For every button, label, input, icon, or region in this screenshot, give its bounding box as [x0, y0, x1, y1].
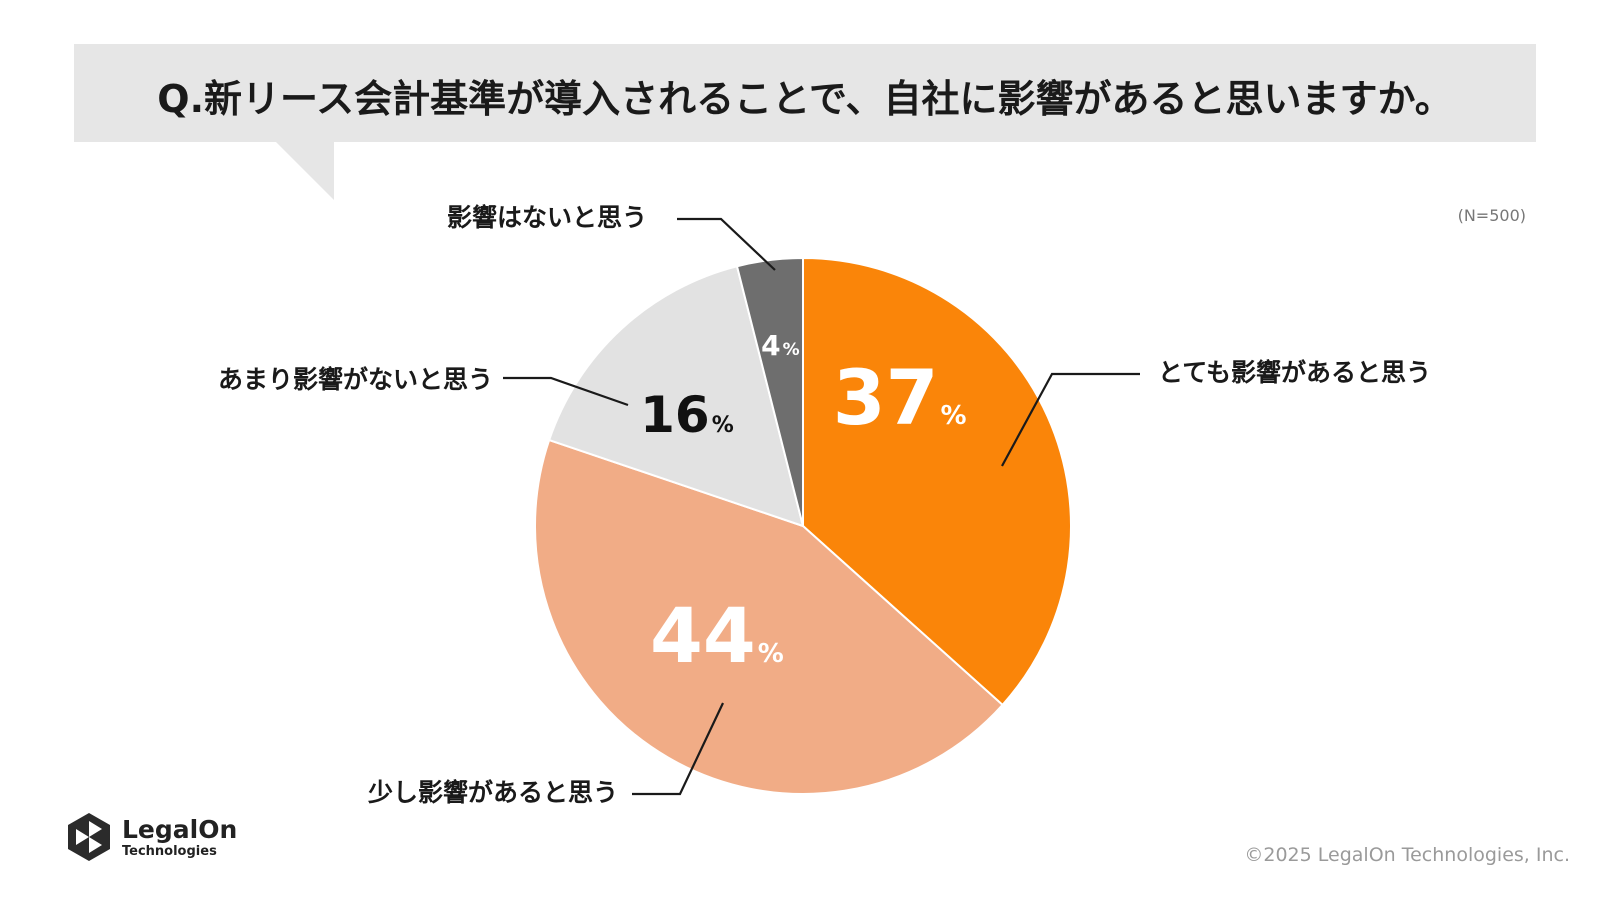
slice-value-label: 44%: [650, 591, 784, 680]
leader-line: [677, 217, 776, 271]
chart-title: Q.新リース会計基準が導入されることで、自社に影響があると思いますか。: [157, 77, 1453, 121]
pie-slice-4: [735, 256, 804, 527]
slice-value-label: 4%: [761, 329, 800, 362]
sample-size-note: (N=500): [1457, 206, 1526, 225]
slice-value-label: 37%: [833, 353, 967, 442]
logo-subtitle: Technologies: [122, 843, 217, 859]
question-banner-tail: [276, 142, 334, 200]
legalon-logo: LegalOn Technologies: [66, 812, 237, 862]
logo-name: LegalOn: [122, 814, 238, 844]
pie-slice-3: [547, 265, 805, 528]
leader-line: [503, 376, 629, 407]
slice-category-label: とても影響があると思う: [1158, 358, 1431, 387]
leader-line: [1001, 372, 1140, 467]
slice-category-label: 影響はないと思う: [447, 203, 647, 232]
slice-value-label: 16%: [640, 386, 734, 444]
slice-category-label: 少し影響があると思う: [367, 778, 618, 807]
slice-category-label: あまり影響がないと思う: [218, 365, 493, 394]
pie-slice-1: [802, 256, 1072, 707]
pie-slice-2: [534, 438, 1004, 795]
logo-mark-icon: [68, 813, 110, 861]
copyright-text: ©2025 LegalOn Technologies, Inc.: [1244, 844, 1570, 866]
leader-line: [632, 702, 724, 796]
question-banner: Q.新リース会計基準が導入されることで、自社に影響があると思いますか。: [74, 44, 1536, 142]
